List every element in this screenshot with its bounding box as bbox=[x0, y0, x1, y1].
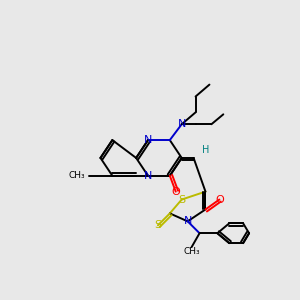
Text: O: O bbox=[171, 187, 180, 196]
Text: N: N bbox=[178, 119, 186, 129]
Text: H: H bbox=[202, 145, 209, 155]
Text: N: N bbox=[144, 135, 152, 145]
Text: S: S bbox=[178, 194, 185, 205]
Text: CH₃: CH₃ bbox=[69, 171, 85, 180]
Text: N: N bbox=[184, 216, 192, 226]
Text: CH₃: CH₃ bbox=[183, 247, 200, 256]
Text: O: O bbox=[215, 194, 224, 205]
Text: S: S bbox=[154, 220, 161, 230]
Text: N: N bbox=[144, 171, 152, 181]
